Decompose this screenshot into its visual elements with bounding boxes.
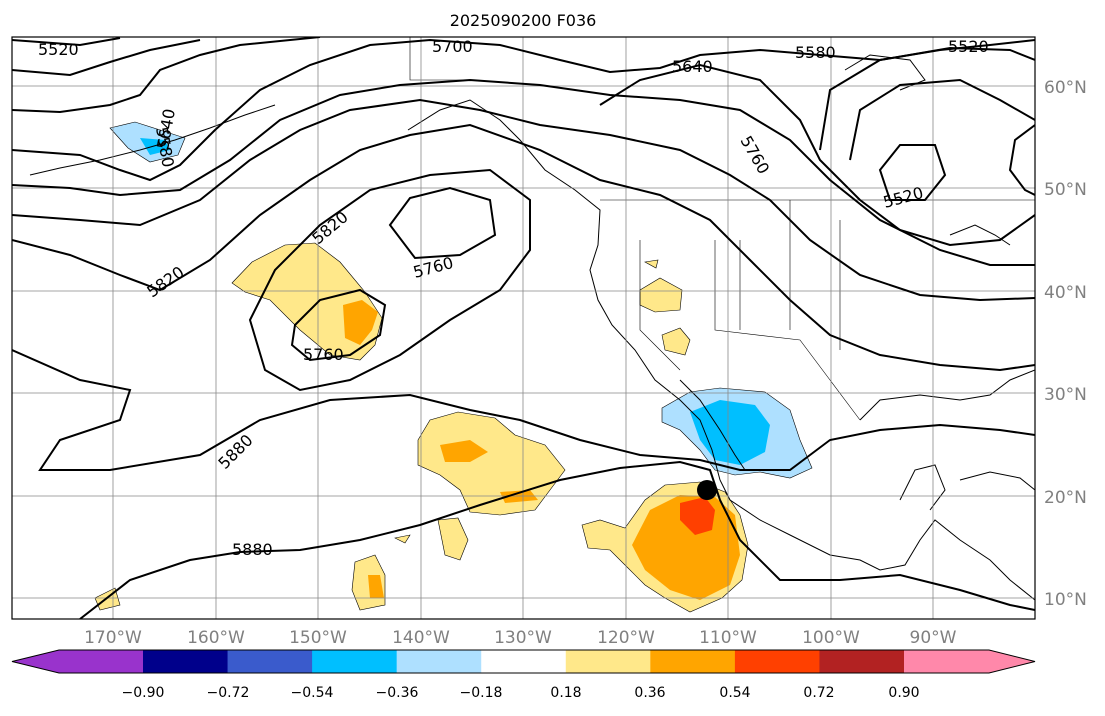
lon-label: 100°W bbox=[802, 628, 860, 648]
storm-center-marker bbox=[697, 480, 717, 500]
contour-5640-east bbox=[819, 46, 1035, 151]
colorbar-segments bbox=[11, 649, 1036, 674]
contour-5520-east bbox=[878, 144, 947, 201]
positive-anomaly-arizona bbox=[661, 327, 691, 356]
cuba bbox=[959, 471, 1035, 491]
lat-label: 20°N bbox=[1044, 488, 1087, 508]
positive-anomaly-small-2-core bbox=[368, 575, 384, 598]
colorbar-segment bbox=[143, 650, 229, 673]
contour-label: 5520 bbox=[38, 40, 79, 59]
colorbar-outline bbox=[11, 649, 1036, 674]
colorbar-segment bbox=[312, 650, 398, 673]
colorbar-tick-label: −0.90 bbox=[122, 685, 165, 701]
height-contours bbox=[12, 37, 1035, 619]
colorbar-extend-min bbox=[12, 650, 143, 673]
longitude-axis: 170°W 160°W 150°W 140°W 130°W 120°W 110°… bbox=[84, 628, 957, 648]
positive-anomaly-small-1 bbox=[437, 517, 469, 561]
latitude-axis: 60°N 50°N 40°N 30°N 20°N 10°N bbox=[1044, 78, 1087, 610]
contour-5520-west bbox=[12, 37, 121, 47]
colorbar-tick-label: −0.54 bbox=[291, 685, 334, 701]
lon-label: 110°W bbox=[699, 628, 757, 648]
colorbar-segment bbox=[396, 650, 482, 673]
contour-north-1 bbox=[12, 38, 1035, 182]
positive-anomaly-central-pacific-core bbox=[440, 440, 488, 462]
lon-label: 160°W bbox=[187, 628, 245, 648]
lon-label: 130°W bbox=[494, 628, 552, 648]
colorbar-segment bbox=[227, 650, 313, 673]
figure-title: 2025090200 F036 bbox=[450, 11, 597, 30]
contour-label: 5520 bbox=[948, 37, 989, 56]
contour-5580-west bbox=[12, 39, 201, 77]
colorbar-tick-label: −0.36 bbox=[376, 685, 419, 701]
contour-north-2 bbox=[12, 78, 1035, 266]
colorbar-tick-label: 0.36 bbox=[634, 685, 665, 701]
colorbar-tick-label: 0.54 bbox=[719, 685, 750, 701]
lon-label: 120°W bbox=[597, 628, 655, 648]
contour-5640-west bbox=[12, 37, 321, 114]
lon-label: 170°W bbox=[84, 628, 142, 648]
colorbar-segment bbox=[481, 650, 567, 673]
contour-label: 5880 bbox=[232, 540, 273, 559]
colorbar-tick-label: −0.72 bbox=[207, 685, 250, 701]
map-panel: 5520 5700 5640 5580 5520 5580 5640 5820 … bbox=[12, 37, 1035, 619]
colorbar-segment bbox=[650, 650, 736, 673]
contour-5580-east bbox=[849, 78, 1035, 161]
contour-5760-small bbox=[388, 186, 497, 260]
contour-5820-closed bbox=[248, 168, 531, 392]
contour-east-closed bbox=[1008, 124, 1035, 196]
positive-anomaly-small-4 bbox=[394, 534, 411, 544]
positive-anomaly-pacific-low bbox=[231, 242, 383, 361]
north-america-coast bbox=[407, 99, 1035, 601]
negative-anomaly-mexico-core bbox=[690, 400, 770, 465]
lat-label: 60°N bbox=[1044, 78, 1087, 98]
lon-label: 90°W bbox=[910, 628, 957, 648]
colorbar-segment bbox=[734, 650, 820, 673]
great-lakes bbox=[949, 224, 1011, 246]
contour-5880 bbox=[12, 349, 1035, 471]
positive-anomaly-pacific-low-core bbox=[343, 300, 378, 345]
shaded-fields bbox=[94, 121, 813, 613]
lat-label: 10°N bbox=[1044, 590, 1087, 610]
colorbar-tick-label: 0.18 bbox=[550, 685, 581, 701]
colorbar-segment bbox=[565, 650, 651, 673]
lat-label: 40°N bbox=[1044, 283, 1087, 303]
contour-label: 5640 bbox=[672, 57, 713, 76]
colorbar-tick-label: −0.18 bbox=[460, 685, 503, 701]
contour-label: 5700 bbox=[432, 37, 473, 56]
yucatan bbox=[899, 464, 946, 511]
aleutians bbox=[29, 104, 276, 176]
contour-5760-east-1 bbox=[599, 63, 1035, 247]
map-frame bbox=[11, 36, 1036, 620]
contour-5760-pacific-low bbox=[290, 288, 387, 362]
colorbar-tick-label: 0.90 bbox=[888, 685, 919, 701]
contour-label: 5580 bbox=[795, 43, 836, 62]
colorbar-extend-max bbox=[904, 650, 1035, 673]
colorbar: −0.90 −0.72 −0.54 −0.36 −0.18 0.18 0.36 … bbox=[11, 649, 1036, 701]
lat-label: 50°N bbox=[1044, 180, 1087, 200]
positive-anomaly-utah-small bbox=[644, 259, 659, 269]
positive-anomaly-central-pacific-core2 bbox=[500, 490, 538, 503]
negative-anomaly-alaska-core bbox=[140, 138, 170, 155]
colorbar-ticks: −0.90 −0.72 −0.54 −0.36 −0.18 0.18 0.36 … bbox=[122, 685, 920, 701]
contour-north-3 bbox=[12, 98, 1035, 302]
lon-label: 150°W bbox=[289, 628, 347, 648]
colorbar-segment bbox=[819, 650, 905, 673]
colorbar-tick-label: 0.72 bbox=[803, 685, 834, 701]
positive-anomaly-tropical-cyclone-core bbox=[680, 497, 715, 535]
contour-label: 5760 bbox=[303, 345, 344, 364]
contour-5880-south bbox=[79, 460, 1035, 619]
lat-label: 30°N bbox=[1044, 385, 1087, 405]
contour-5820-outer bbox=[12, 123, 1035, 372]
lon-label: 140°W bbox=[392, 628, 450, 648]
gulf-coast bbox=[859, 369, 1035, 421]
